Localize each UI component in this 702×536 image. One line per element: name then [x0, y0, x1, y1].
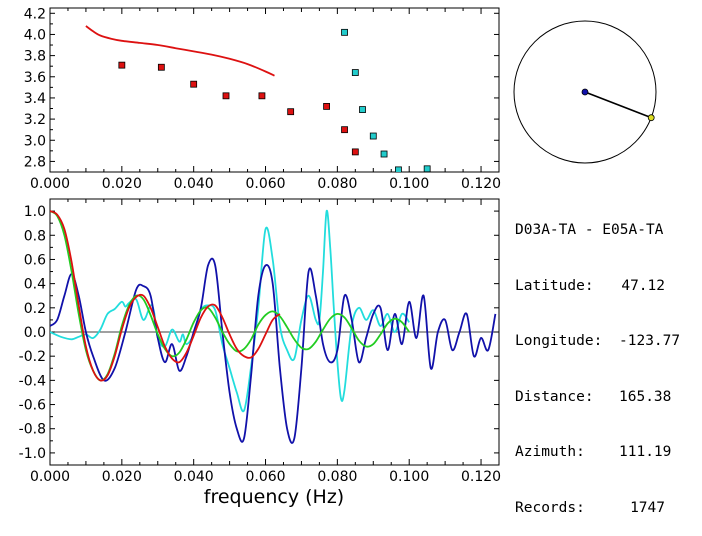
correlation-series-line-2: [50, 210, 410, 382]
dispersion-x-tick-label: 0.000: [30, 176, 70, 192]
correlation-panel: 1.0 0.8 0.6 0.4 0.2 0.0 -0.2 -0.4 -0.6 -0.8 -1.0 0…: [19, 198, 501, 508]
dispersion-marker: [351, 148, 359, 156]
dispersion-marker: [323, 103, 330, 110]
dispersion-y-tick-label: 3.2: [24, 112, 46, 128]
info-row-latitude: Latitude: 47.12: [515, 277, 665, 296]
dispersion-panel: 2.8 3.0 3.2 3.4 3.6 3.8 4.0 4.2 0.000 0.020 0.040…: [24, 6, 501, 192]
station-pair-title: D03A-TA - E05A-TA: [515, 222, 664, 238]
station-info-panel: D03A-TA - E05A-TA Latitude: 47.12 Longitu…: [515, 184, 681, 536]
longitude-label: Longitude:: [515, 333, 603, 349]
dispersion-y-tick-label: 3.6: [24, 70, 46, 86]
dispersion-marker: [359, 106, 366, 113]
dispersion-y-tick-label: 3.0: [24, 133, 46, 149]
dispersion-x-tick-label: 0.100: [389, 176, 429, 192]
dispersion-marker: [369, 132, 377, 140]
dispersion-marker: [341, 28, 348, 36]
azimuth-compass: [513, 20, 657, 164]
compass-circle: [513, 20, 657, 164]
correlation-x-tick-label: 0.060: [245, 469, 285, 485]
dispersion-plot-area: [85, 25, 431, 172]
correlation-y-tick-label: -0.8: [19, 422, 46, 438]
correlation-y-tick-label: -0.6: [19, 398, 46, 414]
correlation-series-line-1: [50, 257, 497, 444]
info-row-longitude: Longitude: -123.77: [515, 332, 681, 351]
x-axis-label: frequency (Hz): [204, 486, 344, 508]
figure: 2.8 3.0 3.2 3.4 3.6 3.8 4.0 4.2 0.000 0.020 0.040…: [19, 6, 657, 508]
info-row-distance: Distance: 165.38: [515, 388, 672, 407]
dispersion-x-tick-label: 0.040: [174, 176, 214, 192]
info-row-records: Records: 1747: [515, 499, 665, 518]
dispersion-y-tick-label: 3.4: [24, 91, 46, 107]
correlation-y-tick-label: 1.0: [24, 204, 46, 220]
dispersion-y-tick-label: 4.2: [24, 6, 46, 22]
dispersion-x-tick-label: 0.060: [245, 176, 285, 192]
azimuth-tip-dot: [647, 114, 655, 122]
dispersion-y-ticks: 2.8 3.0 3.2 3.4 3.6 3.8 4.0 4.2: [24, 6, 499, 170]
correlation-y-tick-label: -0.2: [19, 349, 46, 365]
correlation-y-tick-label: 0.6: [24, 252, 46, 268]
records-label: Records:: [515, 499, 585, 516]
correlation-x-tick-label: 0.080: [317, 469, 357, 485]
azimuth-label: Azimuth:: [515, 444, 585, 460]
azimuth-value: 111.19: [619, 444, 672, 460]
dispersion-marker: [351, 69, 359, 76]
correlation-y-tick-label: 0.2: [24, 301, 46, 317]
dispersion-marker: [380, 150, 388, 158]
correlation-series-line-0: [50, 209, 410, 413]
compass-center-dot: [581, 88, 589, 96]
dispersion-y-tick-label: 2.8: [24, 154, 46, 170]
dispersion-x-tick-label: 0.080: [317, 176, 357, 192]
dispersion-series-line-0: [85, 25, 275, 77]
dispersion-marker: [222, 92, 230, 100]
correlation-x-tick-label: 0.120: [461, 469, 501, 485]
distance-value: 165.38: [619, 388, 672, 405]
dispersion-x-tick-label: 0.020: [102, 176, 142, 192]
correlation-x-tick-label: 0.020: [102, 469, 142, 485]
dispersion-x-tick-label: 0.120: [461, 176, 501, 192]
correlation-y-tick-label: -1.0: [19, 446, 46, 462]
latitude-value: 47.12: [621, 277, 665, 294]
dispersion-y-tick-label: 3.8: [24, 49, 46, 65]
distance-label: Distance:: [515, 388, 594, 405]
dispersion-marker: [395, 166, 402, 172]
dispersion-marker: [258, 92, 266, 100]
info-row-azimuth: Azimuth: 111.19: [515, 443, 672, 462]
correlation-x-tick-label: 0.040: [174, 469, 214, 485]
correlation-x-tick-label: 0.100: [389, 469, 429, 485]
dispersion-marker: [287, 108, 295, 116]
dispersion-series: [85, 25, 431, 172]
dispersion-y-tick-label: 4.0: [24, 27, 46, 43]
azimuth-needle: [584, 91, 652, 119]
correlation-x-tick-label: 0.000: [30, 469, 70, 485]
dispersion-marker: [190, 80, 198, 88]
correlation-y-tick-label: 0.0: [24, 325, 46, 341]
dispersion-marker: [118, 61, 126, 69]
records-value: 1747: [630, 499, 665, 516]
correlation-y-tick-label: 0.4: [24, 277, 46, 293]
correlation-series: [50, 209, 497, 444]
correlation-y-tick-label: -0.4: [19, 373, 46, 389]
dispersion-plot-frame: [49, 7, 500, 173]
correlation-y-tick-label: 0.8: [24, 228, 46, 244]
correlation-series-line-3: [50, 210, 281, 382]
dispersion-marker: [423, 165, 431, 172]
longitude-value: -123.77: [619, 333, 681, 349]
dispersion-marker: [157, 63, 165, 71]
latitude-label: Latitude:: [515, 277, 594, 294]
correlation-x-ticks: 0.000 0.020 0.040 0.060 0.080 0.100 0.120: [30, 199, 501, 485]
dispersion-marker: [341, 126, 348, 134]
correlation-plot-area: [50, 209, 497, 444]
dispersion-x-ticks: 0.000 0.020 0.040 0.060 0.080 0.100 0.120: [30, 8, 501, 192]
